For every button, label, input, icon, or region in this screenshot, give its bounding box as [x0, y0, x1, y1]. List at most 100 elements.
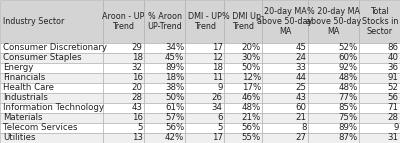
Text: 9: 9 [394, 124, 399, 132]
Bar [308, 93, 360, 103]
Text: 11: 11 [212, 74, 223, 82]
Bar [185, 113, 224, 123]
Text: 20%: 20% [242, 43, 261, 52]
Bar [224, 133, 262, 143]
Text: 48%: 48% [339, 84, 358, 92]
Text: 12%: 12% [242, 74, 261, 82]
Text: 60: 60 [296, 104, 306, 112]
Text: 30%: 30% [242, 53, 261, 62]
Bar [185, 73, 224, 83]
Bar [224, 83, 262, 93]
Text: 18%: 18% [165, 74, 184, 82]
Bar [360, 133, 400, 143]
Bar [185, 63, 224, 73]
Bar [262, 0, 308, 43]
Text: Information Technology: Information Technology [3, 104, 104, 112]
Text: Total
Stocks in
Sector: Total Stocks in Sector [362, 7, 398, 36]
Bar [0, 123, 102, 133]
Bar [0, 133, 102, 143]
Text: 31: 31 [388, 134, 399, 142]
Text: 50%: 50% [165, 94, 184, 102]
Text: 34: 34 [212, 104, 223, 112]
Bar [102, 43, 144, 53]
Bar [144, 83, 185, 93]
Text: 21%: 21% [242, 114, 261, 122]
Text: 28: 28 [132, 94, 143, 102]
Bar [308, 113, 360, 123]
Text: 56: 56 [388, 94, 399, 102]
Text: 60%: 60% [339, 53, 358, 62]
Text: 50%: 50% [242, 63, 261, 72]
Text: 20: 20 [132, 84, 143, 92]
Text: 16: 16 [132, 114, 143, 122]
Text: 48%: 48% [339, 74, 358, 82]
Text: Utilities: Utilities [3, 134, 36, 142]
Bar [360, 113, 400, 123]
Bar [262, 103, 308, 113]
Bar [0, 103, 102, 113]
Text: 85%: 85% [339, 104, 358, 112]
Text: 18: 18 [212, 63, 223, 72]
Bar [102, 133, 144, 143]
Bar [262, 43, 308, 53]
Text: 38%: 38% [165, 84, 184, 92]
Bar [360, 83, 400, 93]
Text: 48%: 48% [242, 104, 261, 112]
Bar [224, 0, 262, 43]
Bar [308, 63, 360, 73]
Text: Consumer Discretionary: Consumer Discretionary [3, 43, 107, 52]
Bar [308, 103, 360, 113]
Text: 34%: 34% [165, 43, 184, 52]
Text: 8: 8 [301, 124, 306, 132]
Bar [262, 63, 308, 73]
Text: 29: 29 [132, 43, 143, 52]
Bar [0, 63, 102, 73]
Bar [360, 103, 400, 113]
Bar [360, 73, 400, 83]
Text: Telecom Services: Telecom Services [3, 124, 78, 132]
Text: Energy: Energy [3, 63, 34, 72]
Text: 24: 24 [296, 53, 306, 62]
Bar [102, 63, 144, 73]
Text: % Aroon
UP-Trend: % Aroon UP-Trend [147, 12, 182, 31]
Bar [144, 53, 185, 63]
Bar [144, 93, 185, 103]
Bar [185, 123, 224, 133]
Bar [224, 53, 262, 63]
Bar [308, 0, 360, 43]
Text: 26: 26 [212, 94, 223, 102]
Text: DMI - UP
Trend: DMI - UP Trend [188, 12, 222, 31]
Bar [0, 93, 102, 103]
Text: 77%: 77% [339, 94, 358, 102]
Bar [102, 93, 144, 103]
Text: 89%: 89% [165, 63, 184, 72]
Text: 55%: 55% [242, 134, 261, 142]
Bar [185, 43, 224, 53]
Bar [224, 123, 262, 133]
Bar [360, 0, 400, 43]
Bar [102, 53, 144, 63]
Bar [102, 83, 144, 93]
Text: 56%: 56% [165, 124, 184, 132]
Text: 91: 91 [388, 74, 399, 82]
Bar [262, 83, 308, 93]
Text: 20-day MA
above 50-day
MA: 20-day MA above 50-day MA [258, 7, 313, 36]
Bar [224, 113, 262, 123]
Bar [0, 83, 102, 93]
Text: 5: 5 [137, 124, 143, 132]
Text: 71: 71 [388, 104, 399, 112]
Text: 36: 36 [388, 63, 399, 72]
Bar [262, 123, 308, 133]
Bar [224, 43, 262, 53]
Bar [308, 43, 360, 53]
Text: 42%: 42% [165, 134, 184, 142]
Text: 44: 44 [296, 74, 306, 82]
Text: 43: 43 [132, 104, 143, 112]
Text: 45%: 45% [165, 53, 184, 62]
Bar [144, 43, 185, 53]
Bar [262, 133, 308, 143]
Bar [144, 73, 185, 83]
Bar [308, 123, 360, 133]
Bar [360, 63, 400, 73]
Text: 6: 6 [217, 114, 223, 122]
